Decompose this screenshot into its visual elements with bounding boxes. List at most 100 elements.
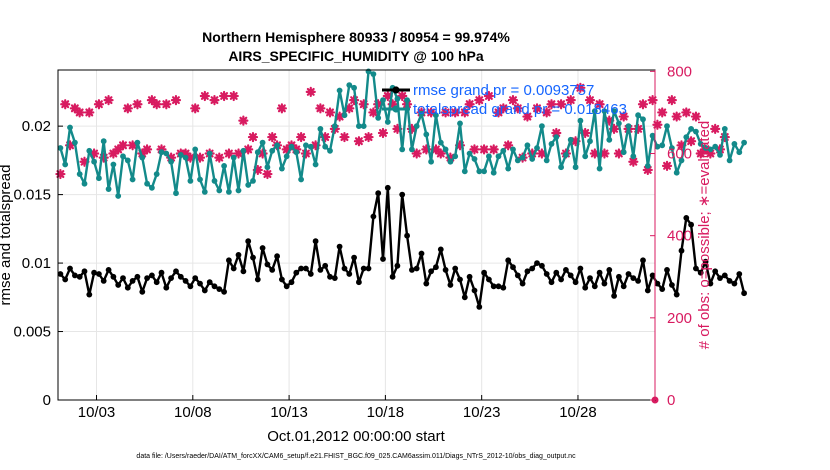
rmse-point [500,284,507,291]
totalspread-point [144,180,151,187]
obs-evaluated-marker [113,144,124,155]
totalspread-point [524,142,531,149]
obs-evaluated-marker [368,107,379,118]
obs-evaluated-marker [89,148,100,159]
totalspread-point [625,123,632,129]
obs-evaluated-marker [296,131,307,143]
totalspread-point [731,141,738,147]
rmse-point [461,294,468,301]
rmse-point [173,268,179,275]
obs-evaluated-marker [373,99,384,110]
obs-evaluated-marker [122,103,133,114]
obs-evaluated-marker [426,107,437,118]
rmse-point [683,215,690,221]
obs-evaluated-marker [507,95,519,106]
rmse-point [226,257,232,264]
rmse-point [91,269,97,276]
rmse-point [72,272,78,279]
rmse-point [341,265,348,272]
obs-evaluated-marker [541,107,552,118]
rmse-point [322,262,329,269]
totalspread-point [129,176,136,183]
totalspread-point [81,180,88,187]
obs-evaluated-marker [392,123,403,134]
totalspread-point [611,108,617,114]
obs-evaluated-marker [488,144,499,155]
totalspread-point [163,150,170,157]
totalspread-point [457,120,463,127]
totalspread-point [644,163,651,169]
totalspread-point [649,132,656,139]
rmse-point [616,273,622,280]
rmse-point [356,279,362,286]
rmse-point [283,283,290,290]
obs-evaluated-marker [339,131,350,143]
rmse-point [158,269,165,276]
totalspread-point [654,143,661,150]
rmse-point [635,278,641,284]
obs-evaluated-marker [84,107,95,118]
rmse-point [481,269,487,276]
totalspread-point [288,143,295,150]
rmse-point [259,245,266,251]
y-axis-left-label: rmse and totalspread [0,165,14,306]
rmse-point [620,283,627,290]
totalspread-point [274,142,280,149]
obs-evaluated-marker [194,152,206,163]
totalspread-point [481,168,487,175]
rmse-point [678,247,685,254]
totalspread-point [307,143,314,150]
totalspread-point [620,149,627,156]
rmse-point [404,232,410,239]
rmse-point [182,278,189,284]
totalspread-point [110,161,117,168]
obs-evaluated-marker [257,148,268,159]
rmse-point [192,275,199,281]
totalspread-point [563,152,569,158]
y-axis-right-label: # of obs: o=possible; ∗=evaluated [696,121,713,350]
obs-evaluated-marker [219,90,230,102]
obs-evaluated-marker [469,144,480,155]
rmse-point [298,265,304,272]
totalspread-point [279,165,285,172]
totalspread-point [630,153,637,160]
rmse-point [717,275,723,281]
rmse-point [519,280,526,287]
rmse-point [640,257,646,264]
totalspread-point [259,139,266,146]
totalspread-point [495,153,502,160]
rmse-point [81,268,88,275]
obs-evaluated-marker [247,131,259,143]
totalspread-point [380,97,386,103]
y-right-tick-label: 800 [667,63,692,80]
totalspread-point [683,134,690,141]
totalspread-point [726,157,733,164]
rmse-point [471,287,478,294]
obs-evaluated-marker [199,90,210,102]
y-axis-left-ticks: 0 0.005 0.01 0.015 0.02 [13,118,63,409]
obs-evaluated-marker [652,119,663,130]
rmse-point [490,283,497,290]
obs-evaluated-marker [575,82,586,93]
rmse-point [62,276,69,283]
obs-evaluated-series [55,82,730,404]
obs-evaluated-marker [657,107,668,118]
rmse-point [351,254,357,261]
totalspread-point [245,182,252,188]
obs-evaluated-marker [628,156,639,167]
totalspread-point [120,153,126,160]
rmse-point [96,271,102,277]
obs-evaluated-marker [127,140,138,151]
rmse-point [327,273,333,280]
rmse-point [254,276,261,283]
rmse-point [693,265,699,272]
obs-evaluated-marker [344,103,355,114]
totalspread-point [721,125,728,132]
rmse-point [134,273,141,280]
totalspread-point [168,158,175,165]
rmse-point [649,272,656,279]
totalspread-point [659,142,666,149]
totalspread-point [293,149,300,156]
totalspread-point [226,189,232,195]
obs-evaluated-marker [233,148,244,159]
